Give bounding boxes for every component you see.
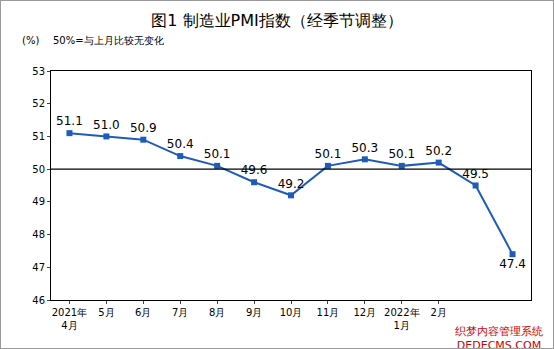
svg-text:6月: 6月 [135,307,151,318]
svg-text:(%): (%) [22,35,39,46]
svg-text:50.3: 50.3 [351,141,378,155]
svg-text:7月: 7月 [172,307,188,318]
svg-text:49.5: 49.5 [462,167,489,181]
svg-text:51.0: 51.0 [93,118,120,132]
svg-text:8月: 8月 [209,307,225,318]
svg-text:48: 48 [32,229,45,240]
svg-text:49.2: 49.2 [278,177,305,191]
svg-text:51.1: 51.1 [56,114,83,128]
svg-text:50: 50 [32,164,45,175]
svg-text:51: 51 [32,131,45,142]
svg-text:织梦内容管理系统DEDECMS.COM: 织梦内容管理系统DEDECMS.COM [455,325,543,348]
svg-text:52: 52 [32,98,45,109]
svg-text:9月: 9月 [246,307,262,318]
svg-text:2月: 2月 [431,307,447,318]
svg-text:47.4: 47.4 [499,257,526,271]
svg-text:2022年1月: 2022年1月 [384,307,419,331]
svg-text:50.4: 50.4 [167,137,194,151]
svg-text:49: 49 [32,196,45,207]
svg-text:50.1: 50.1 [388,147,415,161]
svg-text:50.2: 50.2 [425,144,452,158]
svg-text:49.6: 49.6 [241,163,268,177]
svg-text:2021年4月: 2021年4月 [52,307,87,331]
svg-text:图1 制造业PMI指数（经季节调整）: 图1 制造业PMI指数（经季节调整） [151,11,402,30]
svg-text:47: 47 [32,262,45,273]
svg-text:53: 53 [32,66,45,77]
svg-text:50.1: 50.1 [204,147,231,161]
svg-text:12月: 12月 [353,307,376,318]
svg-text:5月: 5月 [98,307,114,318]
svg-text:11月: 11月 [317,307,340,318]
svg-text:10月: 10月 [280,307,303,318]
svg-text:50.1: 50.1 [315,147,342,161]
svg-text:50%=与上月比较无变化: 50%=与上月比较无变化 [53,35,164,46]
svg-text:46: 46 [32,295,45,306]
svg-text:50.9: 50.9 [130,121,157,135]
